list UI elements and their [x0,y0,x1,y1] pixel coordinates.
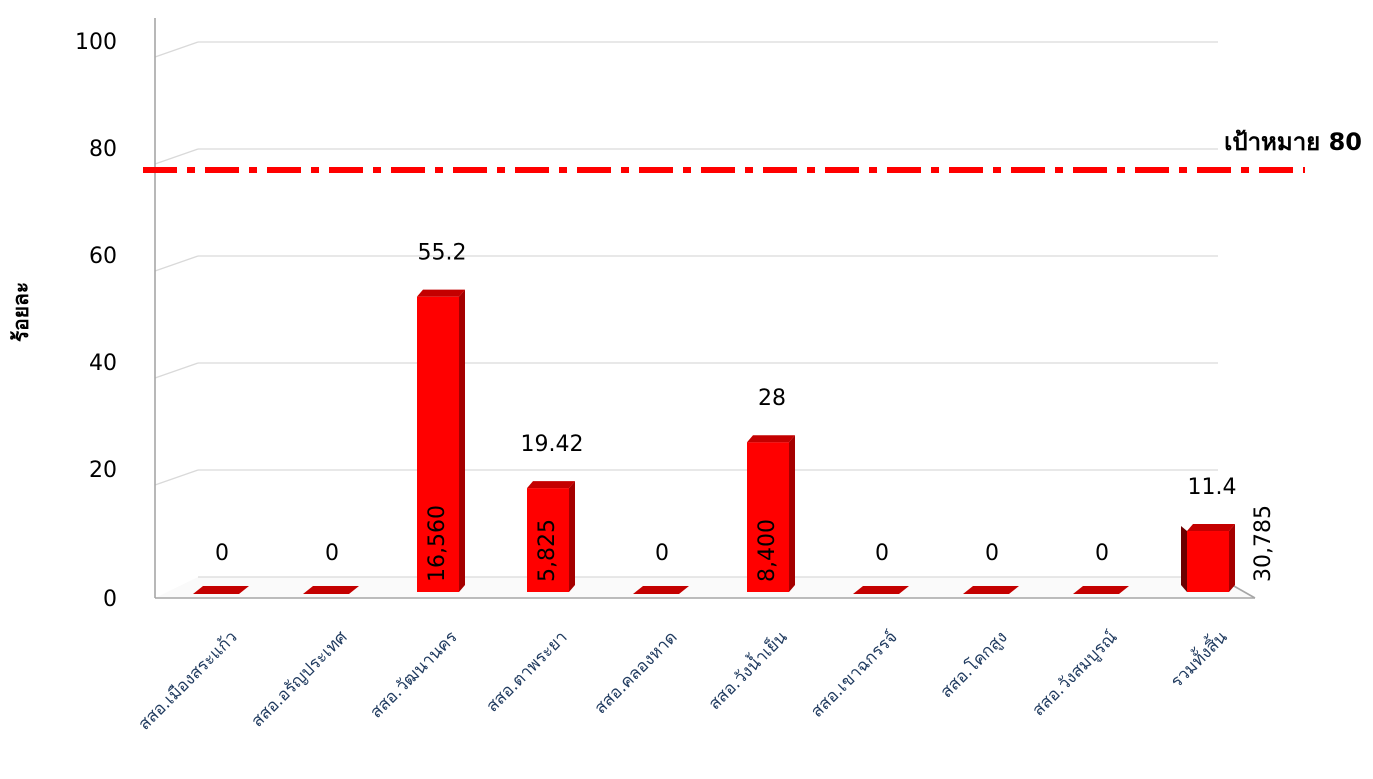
bar [633,586,689,594]
bars [193,289,1235,594]
bar [303,586,359,594]
bar [193,586,249,594]
bar-zero [193,586,249,594]
value-label: 55.2 [418,241,467,266]
bar [963,586,1019,594]
x-tick-label: สสอ.เขาฉกรรจ์ [807,627,901,721]
x-tick-label: สสอ.วังน้ำเย็น [703,625,792,714]
value-label: 28 [758,386,786,411]
y-tick-label: 60 [89,244,117,269]
bar-zero [633,586,689,594]
data-labels: 0 0 55.2 16,560 19.42 5,825 0 28 8,400 0 0 0 11.4 30,… [215,241,1276,582]
bar-side [459,289,465,592]
x-tick-label: สสอ.คลองหาด [591,627,682,718]
bar [1181,524,1235,592]
y-axis-title: ร้อยละ [9,282,33,342]
value-label: 0 [325,541,339,566]
bar [527,481,575,592]
target-label: เป้าหมาย 80 [1224,128,1362,156]
x-tick-label: สสอ.อรัญประเทศ [248,627,352,731]
y-axis: 0 20 40 60 80 100 [75,30,117,612]
y-tick-label: 20 [89,458,117,483]
bar-zero [1073,586,1129,594]
x-tick-label: สสอ.เมืองสระแก้ว [135,627,242,734]
bar-zero [963,586,1019,594]
x-tick-label: สสอ.วัฒนานคร [366,627,461,722]
gridline-depth [154,362,199,379]
count-label: 16,560 [425,505,450,582]
bar-zero [853,586,909,594]
bar-front [1187,531,1229,592]
gridline-depth [154,148,199,165]
bar-zero [303,586,359,594]
count-label: 30,785 [1251,505,1276,582]
x-tick-label: สสอ.ตาพระยา [482,627,571,716]
gridline-depth [154,255,199,272]
x-tick-label: สสอ.โคกสูง [936,627,1012,703]
target-line-group: เป้าหมาย 80 [143,128,1362,173]
value-label: 0 [875,541,889,566]
gridline-depth [154,41,199,58]
count-label: 8,400 [755,519,780,582]
gridline-depth [154,469,199,486]
value-label: 19.42 [521,432,584,457]
y-tick-label: 0 [103,587,117,612]
bar-top [417,289,465,297]
bar-front [417,296,459,592]
bar [853,586,909,594]
value-label: 0 [985,541,999,566]
x-axis: สสอ.เมืองสระแก้ว สสอ.อรัญประเทศ สสอ.วัฒนาน… [135,625,1232,734]
bar-top [1187,524,1235,532]
bar [417,289,465,592]
bar [1073,586,1129,594]
x-tick-label: สสอ.วังสมบูรณ์ [1029,627,1122,720]
bar-top [527,481,575,489]
bar-front [527,488,569,592]
gridlines [154,41,1218,486]
y-tick-label: 80 [89,137,117,162]
bar-side [569,481,575,592]
y-tick-label: 40 [89,351,117,376]
bar-side [789,435,795,592]
bar-front [747,442,789,592]
bar-left-side [1181,526,1187,592]
bar-side [1229,524,1235,592]
y-tick-label: 100 [75,30,117,55]
count-label: 5,825 [535,519,560,582]
value-label: 11.4 [1188,475,1237,500]
value-label: 0 [1095,541,1109,566]
bar-top [747,435,795,443]
chart-floor [154,18,1256,599]
x-tick-label: รวมทั้งสิ้น [1165,625,1232,692]
value-label: 0 [215,541,229,566]
value-label: 0 [655,541,669,566]
bar [747,435,795,592]
